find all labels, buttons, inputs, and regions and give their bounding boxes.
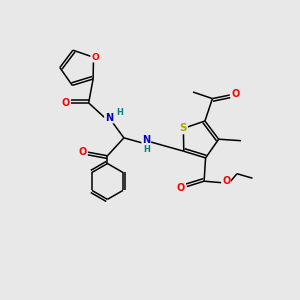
Text: O: O — [222, 176, 230, 187]
Text: N: N — [142, 135, 150, 145]
Text: O: O — [177, 183, 185, 193]
Text: N: N — [105, 113, 113, 123]
Text: O: O — [79, 147, 87, 157]
Text: S: S — [180, 123, 187, 134]
Text: O: O — [232, 89, 240, 99]
Text: O: O — [91, 53, 99, 62]
Text: O: O — [61, 98, 70, 108]
Text: H: H — [143, 145, 150, 154]
Text: H: H — [116, 108, 123, 117]
